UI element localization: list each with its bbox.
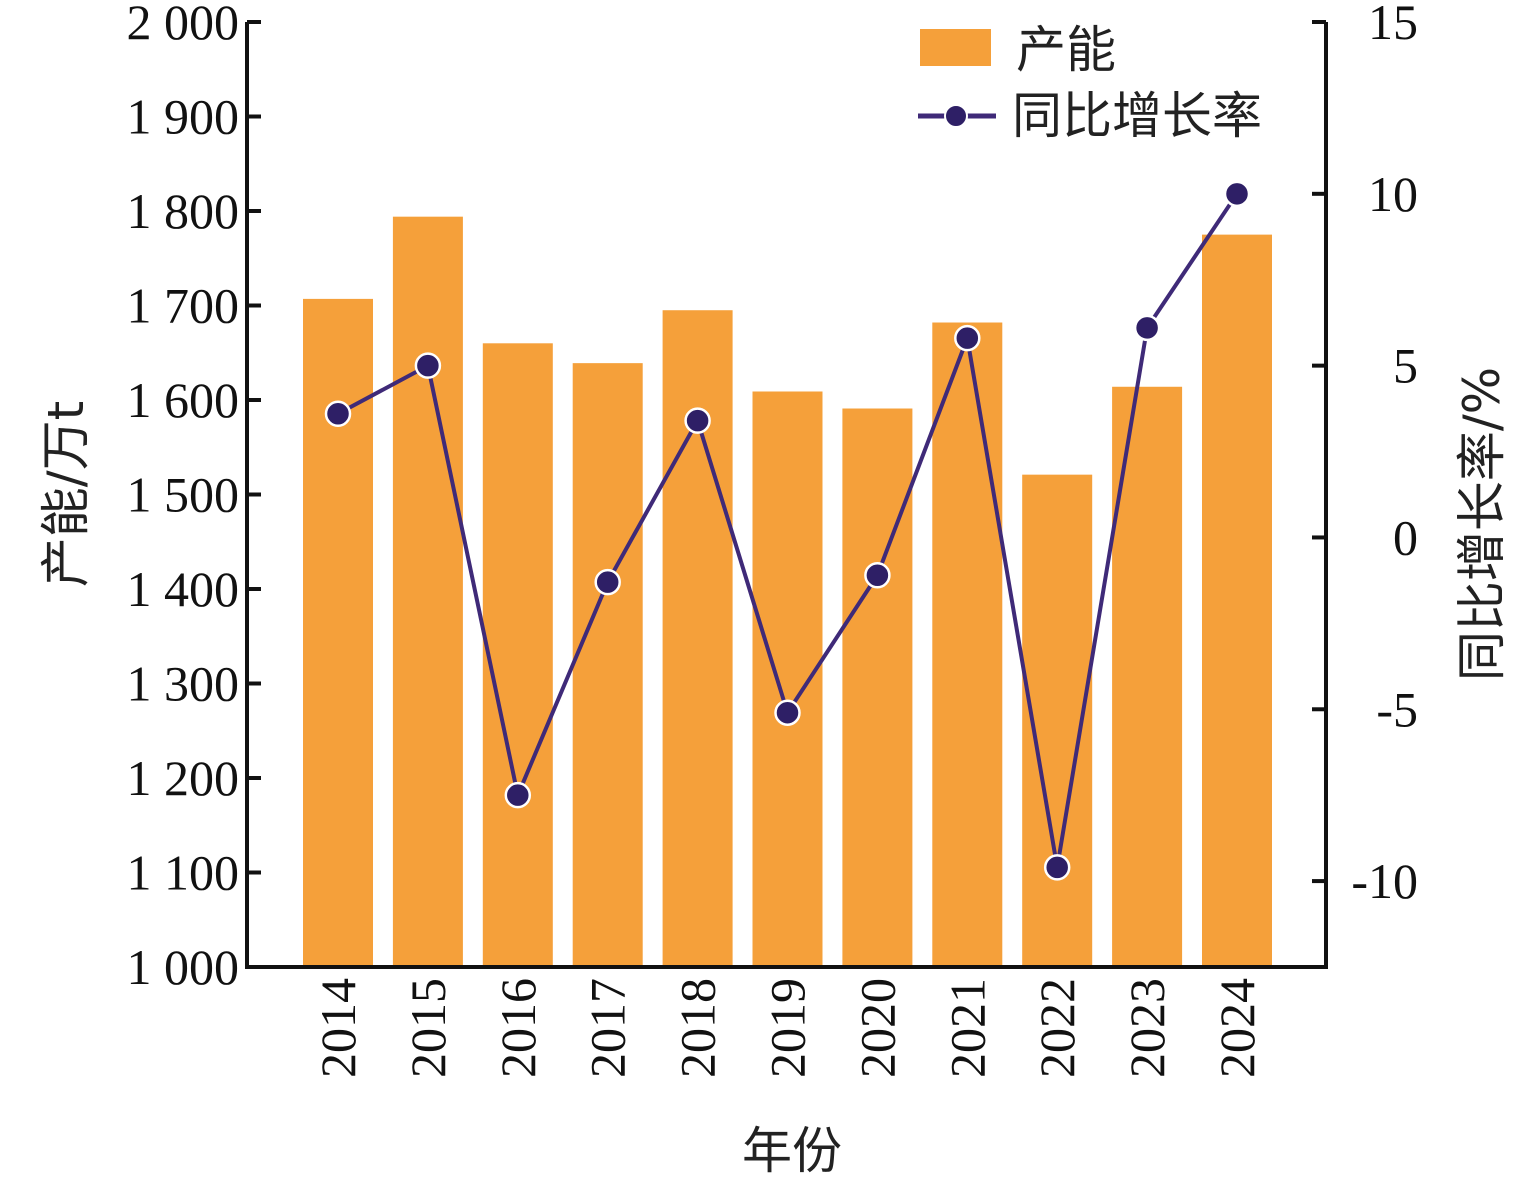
bar-2021 [932,322,1003,967]
x-tick-label-2024: 2024 [1209,978,1265,1078]
x-tick-label-2022: 2022 [1029,978,1085,1078]
left-y-tick-label: 1 800 [127,183,240,239]
x-tick-label-2023: 2023 [1119,978,1175,1078]
x-tick-label-2015: 2015 [400,978,456,1078]
growth-rate-point-2024 [1223,180,1251,208]
left-y-tick-label: 1 600 [127,372,240,428]
bar-2023 [1112,386,1183,967]
right-y-tick-label: -10 [1351,853,1418,909]
growth-rate-point-2021 [954,324,981,352]
x-tick-label-2019: 2019 [760,978,816,1078]
legend: 产能 同比增长率 [918,21,1262,145]
y-axis-title: 产能/万t [37,401,95,587]
left-y-tick-label: 1 700 [127,278,240,334]
left-y-tick-label: 1 300 [127,656,240,712]
left-y-tick-label: 1 400 [127,561,240,617]
x-tick-label-2017: 2017 [580,978,636,1078]
x-tick-label-2021: 2021 [939,978,995,1078]
bar-2017 [572,363,643,967]
x-tick-label-2014: 2014 [310,978,366,1078]
bar-2019 [752,391,823,967]
x-tick-label-2018: 2018 [670,978,726,1078]
growth-rate-point-2017 [594,568,621,596]
right-y-tick-label: 15 [1368,0,1418,50]
left-y-tick-label: 1 100 [127,845,240,901]
legend-swatch-marker [944,104,968,128]
growth-rate-point-2019 [774,699,801,726]
x-tick-labels: 2014 2015 2016 2017 2018 2019 2020 2021 2022 2023… [310,978,1265,1078]
growth-rate-point-2022 [1043,854,1071,881]
growth-rate-point-2020 [864,562,891,589]
growth-rate-point-2023 [1133,314,1161,342]
legend-swatch-bar [920,29,991,66]
growth-rate-point-2014 [324,400,352,427]
bar-series-capacity [303,216,1272,968]
left-y-tick-label: 1 000 [127,939,240,995]
bar-2015 [392,216,463,968]
y2-axis-title: 同比增长率/% [1453,367,1511,681]
bar-2016 [482,343,553,967]
right-y-ticks: -10 -5 0 5 10 15 [1312,0,1418,909]
legend-label-bar: 产能 [1016,21,1116,79]
legend-label-line: 同比增长率 [1012,87,1262,145]
growth-rate-point-2015 [414,352,442,379]
left-y-tick-label: 2 000 [127,0,240,50]
growth-rate-point-2016 [504,781,532,809]
x-tick-label-2020: 2020 [849,978,905,1078]
right-y-tick-label: 0 [1393,509,1418,565]
line-series-growth [324,180,1251,881]
left-y-tick-label: 1 200 [127,750,240,806]
bar-2020 [842,408,913,967]
right-y-tick-label: 5 [1393,338,1418,394]
right-y-tick-label: -5 [1376,681,1418,737]
bar-2024 [1202,234,1272,967]
left-y-ticks: 1 000 1 100 1 200 1 300 1 400 1 500 1 600 1 700… [127,0,261,995]
left-y-tick-label: 1 500 [127,467,240,523]
x-tick-label-2016: 2016 [490,978,546,1078]
left-y-tick-label: 1 900 [127,89,240,145]
growth-rate-point-2018 [684,407,711,434]
right-y-tick-label: 10 [1368,166,1418,222]
x-axis-title: 年份 [742,1122,842,1180]
